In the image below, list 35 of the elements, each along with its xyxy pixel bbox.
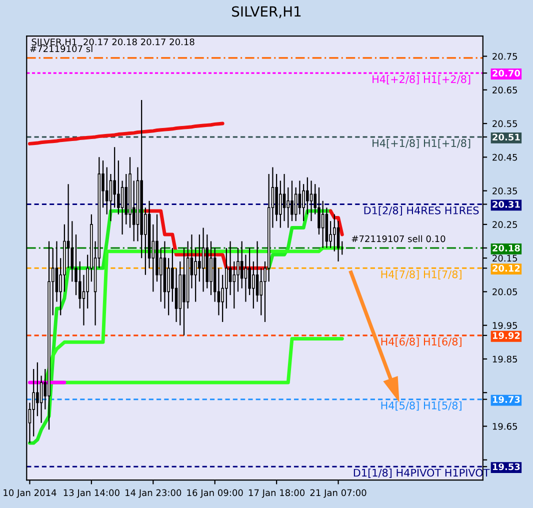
y-tick-label: 20.65 bbox=[492, 86, 517, 94]
y-tick-label: 19.53 bbox=[492, 463, 520, 470]
ref-line-label: H4[+1/8] H1[+1/8] bbox=[372, 138, 470, 148]
y-tick-label: 20.70 bbox=[492, 70, 520, 77]
y-tick-label: 20.18 bbox=[492, 244, 520, 252]
y-tick-label: 19.65 bbox=[492, 422, 517, 430]
ref-line-label: H4[7/8] H1[7/8] bbox=[381, 270, 462, 280]
y-tick-label: 20.45 bbox=[492, 154, 517, 161]
y-tick-label: 19.85 bbox=[492, 356, 517, 363]
x-tick-label: 13 Jan 14:00 bbox=[64, 489, 120, 498]
y-tick-label: 20.15 bbox=[492, 254, 517, 262]
ref-line-label: H4[5/8] H1[5/8] bbox=[381, 401, 462, 411]
y-tick-label: 19.92 bbox=[492, 332, 520, 339]
x-tick-label: 21 Jan 07:00 bbox=[310, 489, 366, 498]
y-tick-label: 19.95 bbox=[492, 322, 517, 329]
ref-line-label: #72119107 sell 0.10 bbox=[352, 235, 446, 242]
y-tick-label: 20.12 bbox=[492, 264, 520, 272]
y-tick-label: 20.75 bbox=[492, 52, 517, 60]
y-tick-label: 20.55 bbox=[492, 120, 517, 128]
ref-line-label: H4[6/8] H1[6/8] bbox=[381, 337, 462, 347]
x-tick-label: 10 Jan 2014 bbox=[4, 489, 56, 498]
y-tick-label: 20.25 bbox=[492, 221, 517, 228]
ref-line-label: D1[2/8] H4RES H1RES bbox=[364, 206, 479, 216]
y-tick-label: 20.51 bbox=[492, 134, 520, 141]
ref-line-label: H4[+2/8] H1[+2/8] bbox=[372, 75, 470, 84]
y-tick-label: 19.73 bbox=[492, 396, 520, 403]
ref-line-label: #72119107 sl bbox=[30, 45, 92, 52]
x-tick-label: 14 Jan 23:00 bbox=[126, 489, 182, 498]
y-tick-label: 20.35 bbox=[492, 188, 517, 194]
x-tick-label: 16 Jan 09:00 bbox=[187, 489, 243, 498]
chart-title: SILVER,H1 bbox=[232, 6, 301, 18]
y-tick-label: 20.05 bbox=[492, 288, 517, 296]
x-tick-label: 17 Jan 18:00 bbox=[248, 489, 305, 498]
y-tick-label: 20.31 bbox=[492, 200, 520, 208]
chart-subtitle: SILVER,H1 20.17 20.18 20.17 20.18 bbox=[32, 38, 194, 46]
